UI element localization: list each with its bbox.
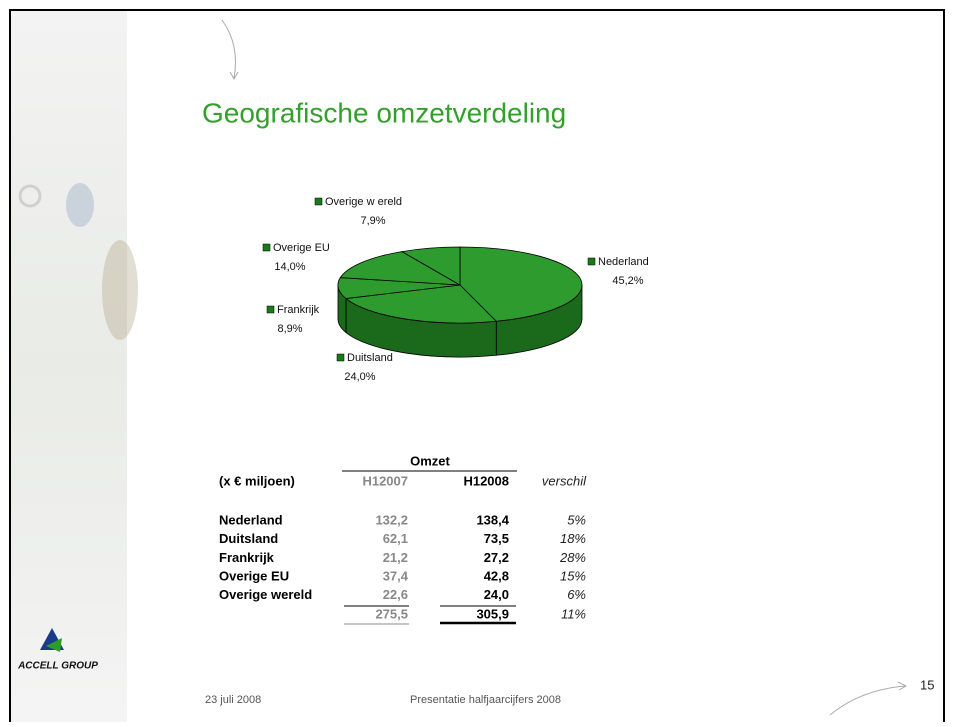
pie-slice — [459, 246, 583, 322]
slice-label: Overige EU — [273, 242, 330, 254]
table-cell: 15% — [560, 569, 586, 584]
table-header: H12008 — [463, 473, 509, 488]
legend-swatch — [336, 353, 345, 362]
legend-swatch — [266, 305, 275, 314]
table-cell: 5% — [567, 512, 586, 527]
deco-arrow — [221, 19, 239, 81]
table-cell: Duitsland — [219, 531, 278, 546]
table-cell: Overige wereld — [219, 587, 312, 602]
side-strip — [10, 10, 127, 722]
table-cell: 22,6 — [383, 587, 408, 602]
slide-title: Geografische omzetverdeling — [202, 97, 566, 128]
logo-text: ACCELL GROUP — [17, 661, 98, 672]
slice-value-label: 24,0% — [344, 371, 375, 383]
table-header: (x € miljoen) — [219, 473, 295, 488]
table-header: H12007 — [362, 473, 408, 488]
table-cell: 138,4 — [476, 512, 509, 527]
legend-swatch — [262, 243, 271, 252]
table-cell: Frankrijk — [219, 550, 275, 565]
slice-label: Frankrijk — [277, 304, 320, 316]
table-cell: 21,2 — [383, 550, 408, 565]
table-cell: 24,0 — [484, 587, 509, 602]
pie-slice — [400, 246, 461, 286]
slice-label: Overige w ereld — [325, 196, 402, 208]
pie-slice — [339, 251, 461, 286]
table-cell: 62,1 — [383, 531, 408, 546]
table-group-header: Omzet — [410, 453, 450, 468]
table-cell: 18% — [560, 531, 586, 546]
table-cell: 27,2 — [484, 550, 509, 565]
table-cell: Nederland — [219, 512, 283, 527]
table-cell: 28% — [559, 550, 586, 565]
table-total: 305,9 — [476, 606, 509, 621]
table-cell: 73,5 — [484, 531, 509, 546]
table-header: verschil — [542, 473, 587, 488]
slide-border — [9, 9, 945, 722]
slice-value-label: 45,2% — [612, 275, 643, 287]
legend-swatch — [587, 257, 596, 266]
pie-slice — [345, 284, 498, 324]
cyclist-decoration — [18, 183, 138, 340]
table-cell: 42,8 — [484, 569, 509, 584]
footer-date: 23 juli 2008 — [205, 694, 261, 706]
table-cell: Overige EU — [219, 569, 289, 584]
table-total: 275,5 — [375, 606, 408, 621]
page-number: 15 — [920, 677, 934, 692]
table-cell: 132,2 — [375, 512, 408, 527]
logo: ACCELL GROUP — [17, 628, 98, 672]
footer-title: Presentatie halfjaarcijfers 2008 — [410, 694, 561, 706]
slice-label: Duitsland — [347, 352, 393, 364]
slice-value-label: 7,9% — [360, 215, 385, 227]
slice-value-label: 8,9% — [277, 323, 302, 335]
slice-value-label: 14,0% — [274, 261, 305, 273]
table-cell: 6% — [567, 587, 586, 602]
legend-swatch — [314, 197, 323, 206]
slice-label: Nederland — [598, 256, 649, 268]
table-total: 11% — [561, 606, 586, 621]
deco-arrow — [829, 681, 908, 716]
table-cell: 37,4 — [383, 569, 409, 584]
